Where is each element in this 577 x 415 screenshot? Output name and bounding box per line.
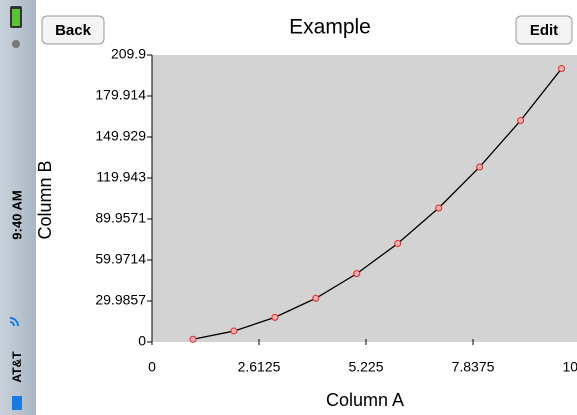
point — [395, 241, 401, 247]
y-tick-label: 119.943 — [96, 169, 146, 185]
x-tick-label: 10.45 — [562, 359, 577, 375]
battery-level — [12, 9, 20, 26]
y-tick-label: 89.9571 — [95, 210, 146, 226]
x-tick-label: 2.6125 — [238, 359, 281, 375]
point — [272, 314, 278, 320]
plot-area — [152, 55, 577, 342]
point — [190, 336, 196, 342]
screen: 9:40 AM AT&T Back Example Edit Column A … — [0, 0, 577, 415]
y-tick-label: 149.929 — [95, 128, 146, 144]
point — [518, 117, 524, 123]
y-axis-title: Column B — [35, 160, 55, 239]
y-tick-label: 209.9 — [111, 46, 146, 62]
point — [354, 271, 360, 277]
point — [313, 295, 319, 301]
lock-icon — [12, 40, 20, 48]
nav-title: Example — [289, 16, 371, 39]
x-tick-label: 5.225 — [348, 359, 383, 375]
point — [436, 205, 442, 211]
status-time: 9:40 AM — [9, 190, 24, 239]
x-tick-label: 0 — [148, 359, 156, 375]
y-tick-label: 29.9857 — [95, 292, 146, 308]
x-tick-label: 7.8375 — [452, 359, 495, 375]
status-carrier: AT&T — [10, 351, 24, 383]
y-tick-label: 59.9714 — [95, 251, 146, 267]
point — [559, 66, 565, 72]
page: 9:40 AM AT&T Back Example Edit Column A … — [0, 0, 577, 415]
point — [477, 164, 483, 170]
y-tick-label: 0 — [138, 333, 146, 349]
signal-icon — [12, 396, 22, 410]
point — [231, 328, 237, 334]
back-label[interactable]: Back — [55, 22, 92, 39]
y-tick-label: 179.914 — [95, 87, 146, 103]
edit-label[interactable]: Edit — [530, 22, 558, 39]
x-axis-title: Column A — [326, 390, 404, 410]
